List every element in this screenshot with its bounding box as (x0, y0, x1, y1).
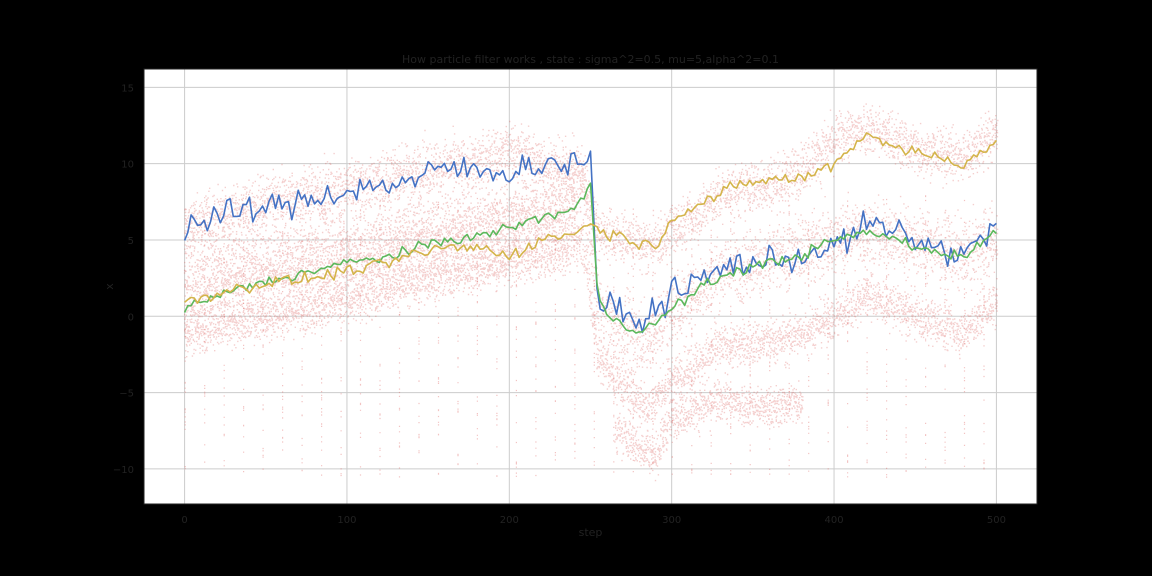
y-tick-label: 0 (128, 312, 134, 323)
series-line-3 (184, 132, 998, 304)
x-tick-label: 200 (500, 515, 519, 526)
y-axis-label: x (103, 283, 116, 290)
x-axis-label: step (579, 526, 603, 539)
particle-points (183, 103, 999, 482)
y-tick-label: −5 (119, 389, 134, 400)
particle-cloud (183, 103, 999, 482)
series-line-1 (183, 150, 997, 334)
series-line-2 (183, 182, 997, 334)
y-tick-label: 5 (128, 236, 134, 247)
y-tick-label: 15 (121, 83, 134, 94)
y-tick-label: −10 (113, 465, 134, 476)
x-tick-label: 300 (662, 515, 681, 526)
x-tick-label: 400 (824, 515, 843, 526)
plot-frame (143, 68, 1038, 505)
x-tick-label: 500 (987, 515, 1006, 526)
x-tick-label: 0 (181, 515, 187, 526)
tick-labels: 0 100 200 300 400 500 −10 −5 0 5 10 15 (113, 83, 1006, 526)
x-tick-label: 100 (337, 515, 356, 526)
chart-title: How particle filter works , state : sigm… (402, 53, 779, 66)
y-tick-label: 10 (121, 160, 134, 171)
series-lines (183, 132, 998, 334)
plot-area (144, 69, 1037, 504)
